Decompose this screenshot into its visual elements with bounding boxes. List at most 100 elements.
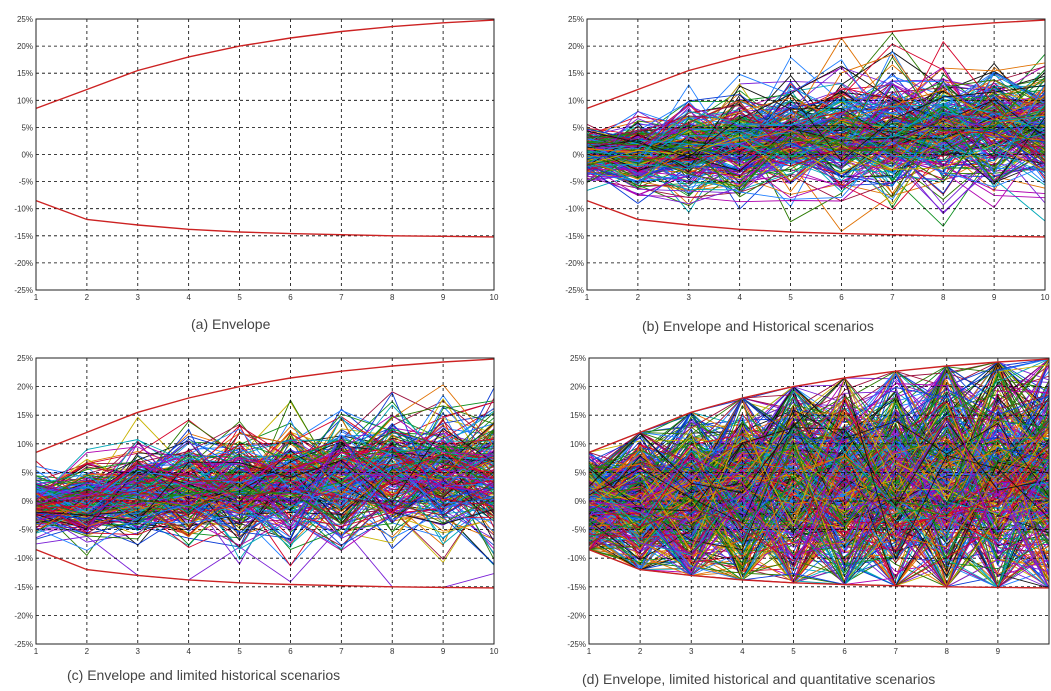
- x-tick-label: 9: [441, 293, 446, 302]
- x-tick-label: 10: [1041, 293, 1050, 302]
- envelope-upper-line: [35, 358, 495, 454]
- scenario-line: [588, 427, 1050, 588]
- y-tick-label: 15%: [17, 411, 33, 420]
- scenario-line: [588, 402, 1050, 524]
- scenario-line: [35, 450, 495, 522]
- scenario-line: [588, 446, 1050, 536]
- scenario-line: [35, 391, 495, 565]
- scenario-line: [588, 390, 1050, 589]
- scenario-line: [588, 364, 1050, 534]
- y-tick-label: 5%: [572, 123, 584, 132]
- y-tick-label: 0%: [21, 151, 33, 160]
- plot-frame: [588, 357, 1050, 645]
- chart-b: 25% 20% 15% 10% 5% 0% -5% -10% -15% -20% -25%1 2 3 4 5…: [565, 15, 1050, 302]
- y-tick-label: -25%: [567, 640, 586, 649]
- scenario-line: [588, 377, 1050, 562]
- y-tick-label: 10%: [17, 96, 33, 105]
- scenario-line: [588, 370, 1050, 502]
- scenario-line: [35, 439, 495, 532]
- x-tick-label: 8: [941, 293, 946, 302]
- scenario-line: [586, 151, 1046, 215]
- envelope-lower-line: [35, 199, 495, 238]
- x-tick-label: 7: [893, 647, 898, 656]
- y-tick-label: -10%: [14, 554, 33, 563]
- x-tick-label: 3: [689, 647, 694, 656]
- scenario-line: [35, 428, 495, 507]
- scenario-line: [35, 438, 495, 516]
- x-tick-label: 6: [288, 293, 293, 302]
- scenario-line: [588, 418, 1050, 545]
- scenario-line: [586, 102, 1046, 151]
- caption-b: (b) Envelope and Historical scenarios: [642, 318, 874, 334]
- scenario-line: [35, 451, 495, 504]
- y-tick-label: -15%: [567, 583, 586, 592]
- caption-a: (a) Envelope: [191, 316, 271, 332]
- scenario-line: [588, 372, 1050, 521]
- scenario-line: [586, 79, 1046, 198]
- scenario-line: [588, 449, 1050, 562]
- scenario-line: [588, 415, 1050, 510]
- scenario-line: [35, 471, 495, 516]
- scenario-line: [586, 141, 1046, 205]
- x-tick-label: 3: [687, 293, 692, 302]
- x-tick-label: 3: [136, 293, 141, 302]
- scenario-line: [35, 439, 495, 548]
- y-tick-label: 20%: [17, 383, 33, 392]
- scenario-line: [35, 429, 495, 521]
- y-tick-label: 25%: [17, 354, 33, 363]
- grid: [36, 19, 494, 290]
- scenario-line: [588, 421, 1050, 577]
- y-tick-label: 5%: [574, 468, 586, 477]
- plot-frame: [35, 18, 495, 291]
- scenario-line: [586, 131, 1046, 167]
- y-tick-label: -20%: [565, 259, 584, 268]
- scenario-line: [588, 364, 1050, 552]
- scenario-line: [35, 414, 495, 502]
- x-tick-label: 4: [737, 293, 742, 302]
- y-tick-label: -15%: [14, 232, 33, 241]
- x-tick-label: 5: [788, 293, 793, 302]
- scenario-line: [586, 79, 1046, 151]
- scenario-line: [35, 439, 495, 509]
- scenario-line: [588, 438, 1050, 565]
- y-tick-label: 25%: [17, 15, 33, 24]
- envelope-upper-line: [586, 19, 1046, 110]
- y-tick-label: 20%: [570, 383, 586, 392]
- x-tick-label: 7: [339, 647, 344, 656]
- scenario-lines: [586, 32, 1046, 232]
- scenario-line: [588, 391, 1050, 577]
- y-tick-label: -15%: [565, 232, 584, 241]
- envelope-lower-line: [35, 548, 495, 589]
- x-tick-label: 1: [34, 647, 39, 656]
- x-tick-label: 2: [85, 293, 90, 302]
- x-tick-label: 8: [390, 647, 395, 656]
- scenario-line: [586, 134, 1046, 182]
- x-tick-label: 9: [992, 293, 997, 302]
- scenario-line: [586, 99, 1046, 158]
- scenario-lines: [588, 358, 1050, 590]
- y-tick-label: -25%: [14, 640, 33, 649]
- x-tick-label: 6: [288, 647, 293, 656]
- scenario-line: [586, 118, 1046, 174]
- y-tick-label: -5%: [570, 178, 584, 187]
- scenario-line: [586, 83, 1046, 170]
- x-tick-label: 9: [441, 647, 446, 656]
- y-tick-label: -10%: [565, 205, 584, 214]
- scenario-line: [588, 420, 1050, 512]
- scenario-line: [588, 383, 1050, 584]
- y-tick-label: 10%: [568, 96, 584, 105]
- y-tick-label: 0%: [574, 497, 586, 506]
- x-tick-label: 9: [996, 647, 1001, 656]
- scenario-line: [588, 364, 1050, 527]
- envelope-upper-line: [588, 358, 1050, 454]
- y-tick-label: -20%: [14, 611, 33, 620]
- scenario-line: [588, 484, 1050, 589]
- scenario-line: [586, 89, 1046, 154]
- y-tick-label: 5%: [21, 468, 33, 477]
- scenario-line: [35, 430, 495, 517]
- y-tick-label: -5%: [19, 526, 33, 535]
- scenario-line: [35, 391, 495, 487]
- scenario-lines: [35, 384, 495, 588]
- scenario-line: [588, 388, 1050, 500]
- scenario-line: [588, 468, 1050, 589]
